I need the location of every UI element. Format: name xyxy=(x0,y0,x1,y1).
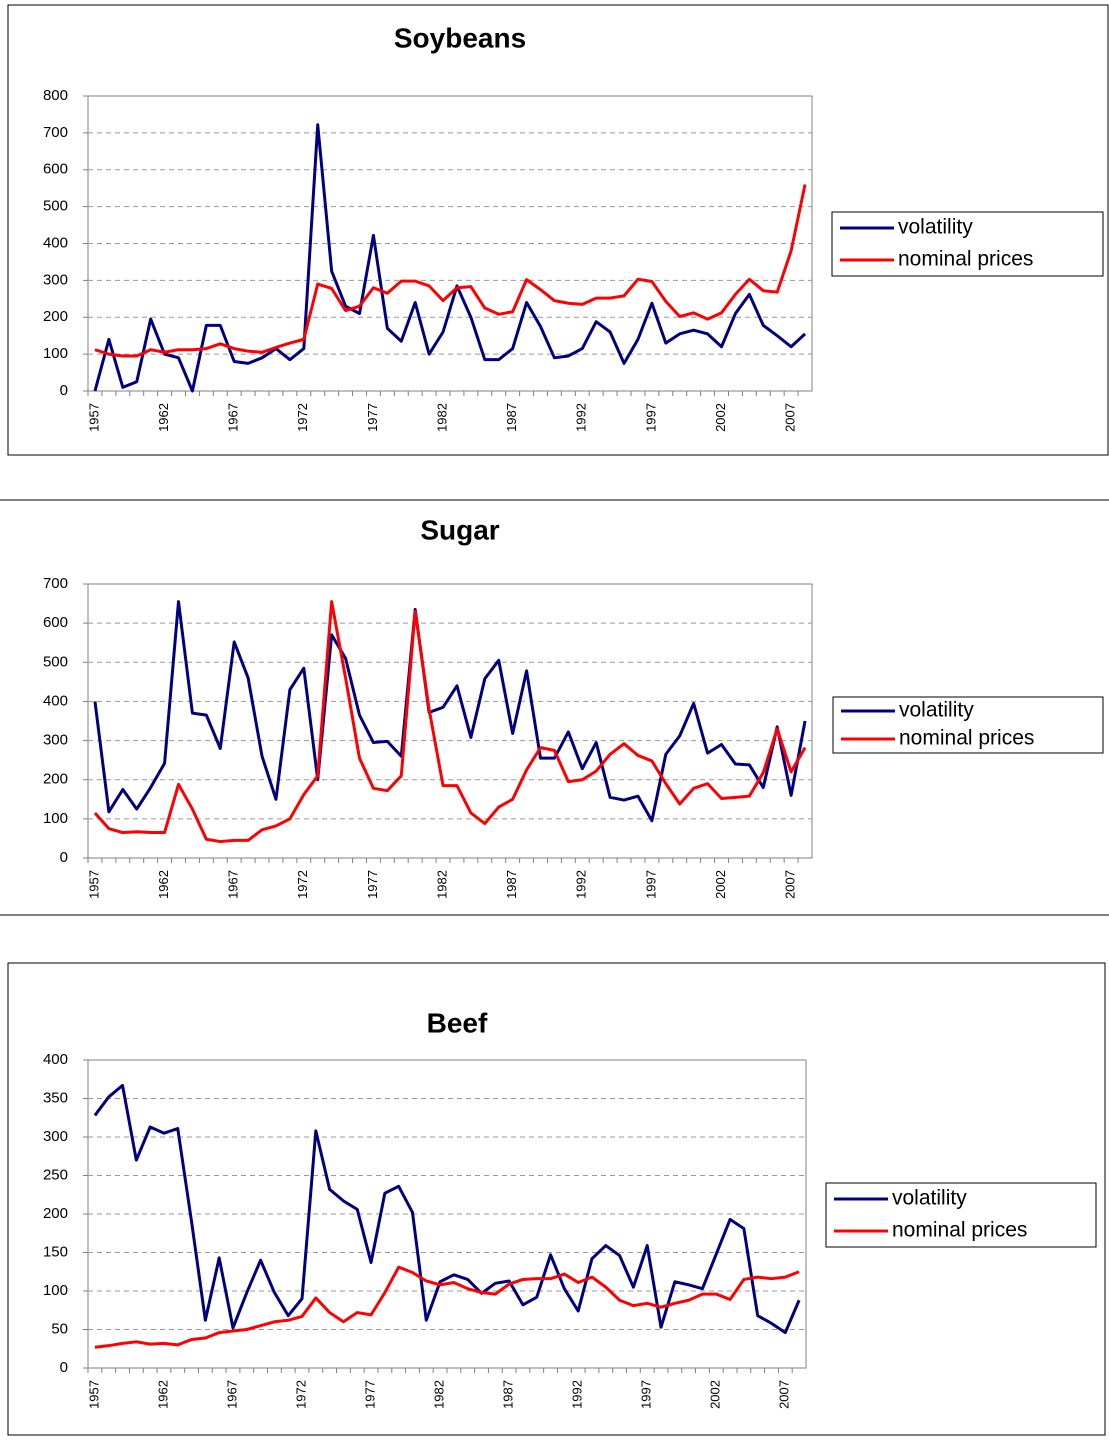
legend-box xyxy=(832,696,1104,754)
y-tick-label: 400 xyxy=(43,692,68,709)
x-tick-label: 1977 xyxy=(365,870,380,899)
x-tick-label: 1972 xyxy=(295,870,310,899)
x-tick-label: 1992 xyxy=(570,1380,585,1409)
series-line xyxy=(93,600,807,823)
y-tick-label: 250 xyxy=(43,1166,68,1183)
y-tick-label: 300 xyxy=(43,271,68,288)
x-tick-label: 2002 xyxy=(708,1380,723,1409)
x-tick-label: 2002 xyxy=(713,403,728,432)
legend-label: volatility xyxy=(899,699,974,722)
x-tick-label: 1962 xyxy=(156,403,171,432)
y-tick-label: 100 xyxy=(43,810,68,827)
series-line xyxy=(94,184,807,358)
x-tick-label: 1962 xyxy=(156,870,171,899)
y-tick-label: 0 xyxy=(60,849,68,866)
x-tick-label: 1957 xyxy=(86,870,101,899)
y-tick-label: 800 xyxy=(43,87,68,104)
x-tick-label: 1967 xyxy=(226,870,241,899)
y-tick-label: 700 xyxy=(43,124,68,141)
legend-label: volatility xyxy=(898,216,973,239)
y-tick-label: 300 xyxy=(43,732,68,749)
chart-title: Sugar xyxy=(420,514,499,545)
x-tick-label: 1987 xyxy=(504,403,519,432)
y-tick-label: 100 xyxy=(43,345,68,362)
y-tick-label: 400 xyxy=(43,1051,68,1068)
y-tick-label: 500 xyxy=(43,198,68,215)
x-tick-label: 1987 xyxy=(501,1380,516,1409)
legend-box xyxy=(831,211,1104,277)
y-tick-label: 400 xyxy=(43,234,68,251)
series-line xyxy=(93,600,807,844)
x-tick-label: 1982 xyxy=(434,403,449,432)
chart-title: Beef xyxy=(427,1007,488,1038)
x-tick-label: 1997 xyxy=(643,403,658,432)
plot-area xyxy=(87,1059,807,1369)
series-line xyxy=(94,1265,800,1349)
chart-frame xyxy=(7,4,1109,456)
y-tick-label: 200 xyxy=(43,308,68,325)
x-tick-label: 1977 xyxy=(365,403,380,432)
y-tick-label: 500 xyxy=(43,653,68,670)
y-tick-label: 0 xyxy=(60,1359,68,1376)
y-tick-label: 50 xyxy=(51,1320,68,1337)
x-tick-label: 1962 xyxy=(155,1380,170,1409)
x-tick-label: 2007 xyxy=(783,403,798,432)
chart-title: Soybeans xyxy=(394,22,526,53)
x-tick-label: 2002 xyxy=(713,870,728,899)
y-tick-label: 100 xyxy=(43,1282,68,1299)
x-tick-label: 1967 xyxy=(226,403,241,432)
x-tick-label: 1957 xyxy=(86,403,101,432)
series-line xyxy=(93,1083,801,1335)
chart-frame xyxy=(7,962,1106,1436)
x-tick-label: 1982 xyxy=(432,1380,447,1409)
x-tick-label: 2007 xyxy=(783,870,798,899)
x-tick-label: 1987 xyxy=(504,870,519,899)
y-tick-label: 700 xyxy=(43,575,68,592)
legend-box xyxy=(825,1182,1097,1248)
x-tick-label: 1992 xyxy=(574,870,589,899)
y-tick-label: 350 xyxy=(43,1089,68,1106)
x-tick-label: 1977 xyxy=(362,1380,377,1409)
x-tick-label: 1972 xyxy=(295,403,310,432)
legend-label: nominal prices xyxy=(898,248,1033,271)
y-tick-label: 200 xyxy=(43,771,68,788)
legend-label: nominal prices xyxy=(899,727,1034,750)
x-tick-label: 1967 xyxy=(224,1380,239,1409)
y-tick-label: 0 xyxy=(60,382,68,399)
x-tick-label: 1997 xyxy=(643,870,658,899)
y-tick-label: 600 xyxy=(43,161,68,178)
y-tick-label: 600 xyxy=(43,614,68,631)
x-tick-label: 1997 xyxy=(639,1380,654,1409)
y-tick-label: 150 xyxy=(43,1243,68,1260)
series-line xyxy=(93,123,807,393)
legend-label: nominal prices xyxy=(892,1219,1027,1242)
x-tick-label: 2007 xyxy=(777,1380,792,1409)
x-tick-label: 1982 xyxy=(434,870,449,899)
y-tick-label: 300 xyxy=(43,1128,68,1145)
x-tick-label: 1992 xyxy=(574,403,589,432)
y-tick-label: 200 xyxy=(43,1205,68,1222)
x-tick-label: 1957 xyxy=(86,1380,101,1409)
x-tick-label: 1972 xyxy=(293,1380,308,1409)
legend-label: volatility xyxy=(892,1187,967,1210)
